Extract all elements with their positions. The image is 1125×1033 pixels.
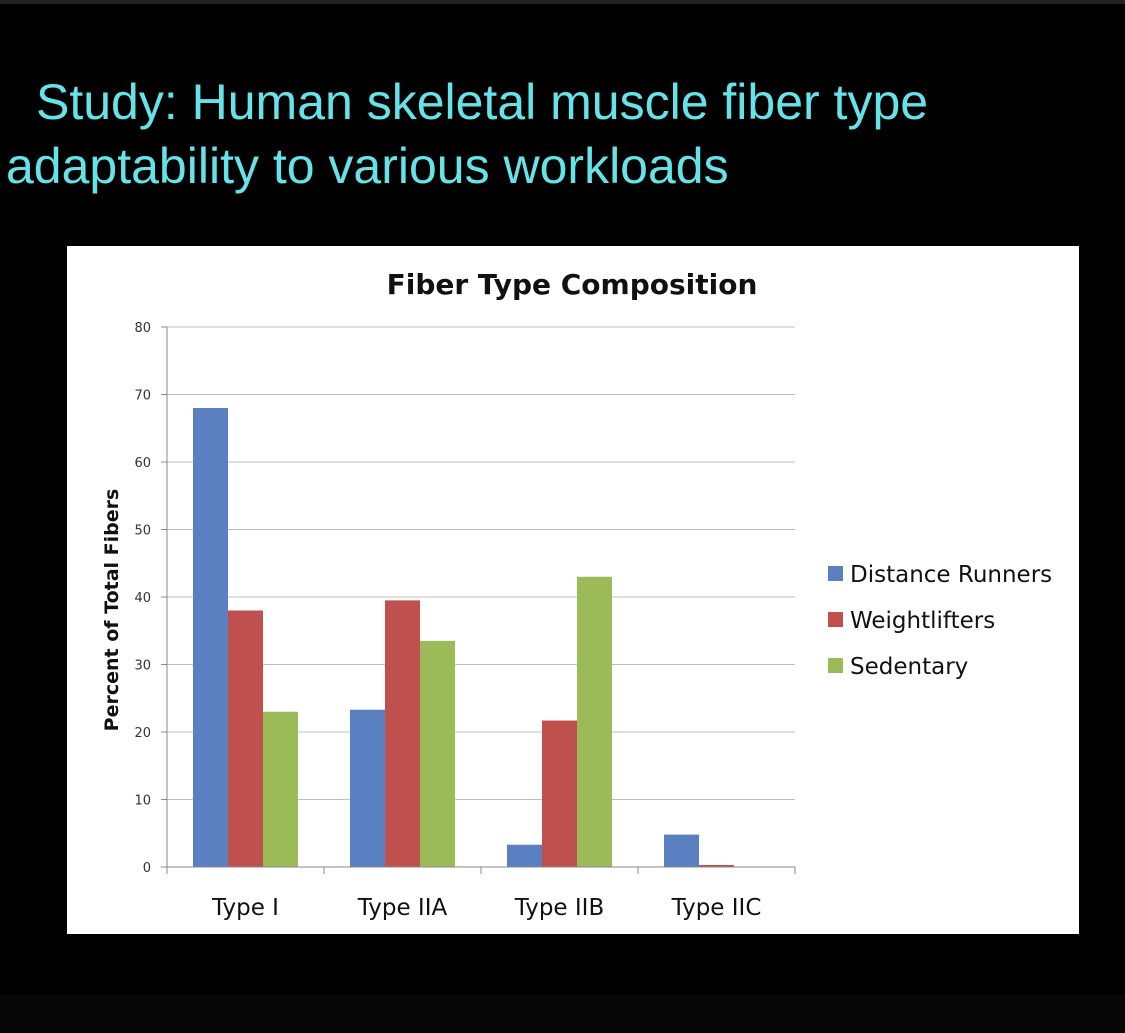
bar-weightlifters-type-iia [385,600,420,867]
y-tick-label: 0 [143,861,151,876]
axes: 0 10 20 30 40 50 60 70 80 Type I Type IIA Type IIB T… [134,321,796,921]
legend-swatch [828,566,843,581]
bar-sedentary-type-iib [577,576,612,867]
bar-distance-runners-type-i [193,408,228,867]
slide-title-line-2: adaptability to various workloads [6,138,729,194]
bottom-strip [0,994,1125,1033]
y-tick-label: 10 [134,794,151,809]
bar-sedentary-type-i [263,711,298,867]
slide-title-line-1: Study: Human skeletal muscle fiber type [36,74,929,130]
chart-panel: Fiber Type Composition 0 10 20 30 40 50 60 70 80… [67,246,1079,934]
y-tick-label: 50 [134,524,151,539]
x-tick-label: Type I [211,895,279,921]
y-tick-label: 70 [134,389,151,404]
top-strip [0,0,1125,4]
x-tick-label: Type IIA [357,895,448,921]
x-tick-label: Type IIB [514,895,604,921]
bar-distance-runners-type-iia [350,709,385,867]
y-tick-label: 30 [134,659,151,674]
legend-swatch [828,612,843,627]
bar-weightlifters-type-iic [699,864,734,867]
bars [193,408,734,867]
y-axis-label: Percent of Total Fibers [101,489,123,732]
legend-label: Sedentary [850,654,968,680]
y-tick-label: 80 [134,321,151,336]
legend: Distance Runners Weightlifters Sedentary [828,562,1052,680]
bar-sedentary-type-iia [420,640,455,867]
bar-weightlifters-type-iib [542,720,577,867]
bar-weightlifters-type-i [228,610,263,867]
slide-title: Study: Human skeletal muscle fiber type … [6,70,1116,198]
fiber-type-chart: Fiber Type Composition 0 10 20 30 40 50 60 70 80… [101,268,1052,921]
legend-label: Distance Runners [850,562,1052,588]
bar-distance-runners-type-iic [664,834,699,867]
bar-distance-runners-type-iib [507,844,542,867]
legend-label: Weightlifters [850,608,995,634]
y-tick-label: 40 [134,591,151,606]
x-tick-label: Type IIC [671,895,762,921]
y-tick-label: 60 [134,456,151,471]
legend-swatch [828,658,843,673]
chart-title: Fiber Type Composition [387,268,758,301]
y-tick-label: 20 [134,726,151,741]
